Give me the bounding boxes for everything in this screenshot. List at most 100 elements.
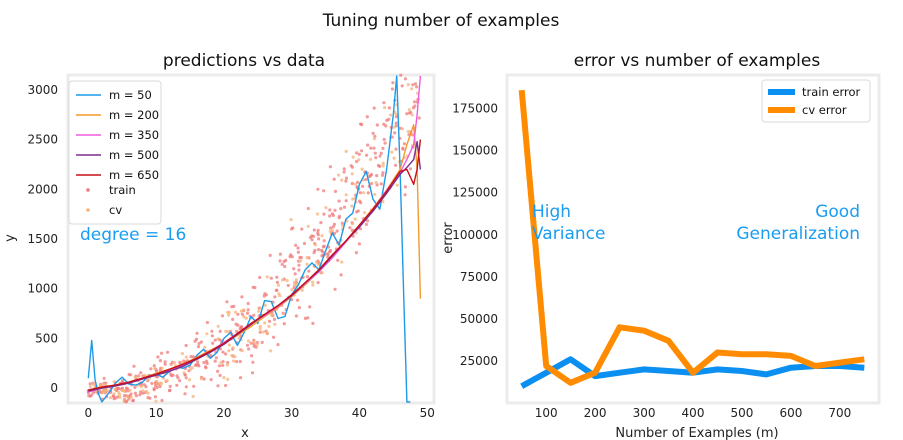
- train-point: [194, 337, 199, 341]
- train-point: [272, 335, 276, 339]
- train-point: [169, 372, 173, 376]
- cv-point: [180, 352, 184, 356]
- train-point: [375, 183, 379, 187]
- train-point: [294, 314, 298, 318]
- train-point: [175, 374, 179, 378]
- train-point: [268, 319, 272, 323]
- train-point: [250, 354, 254, 358]
- left-legend-label: m = 350: [109, 128, 159, 142]
- cv-point: [392, 156, 396, 160]
- train-point: [344, 199, 348, 203]
- train-point: [216, 369, 220, 373]
- cv-point: [381, 200, 385, 204]
- cv-point: [141, 389, 145, 393]
- cv-point: [373, 192, 377, 197]
- cv-point: [337, 173, 341, 177]
- cv-point: [400, 127, 405, 131]
- cv-point: [406, 83, 410, 87]
- train-point: [333, 208, 337, 212]
- train-point: [336, 258, 340, 262]
- cv-point: [258, 324, 262, 329]
- train-point: [319, 221, 323, 225]
- train-point: [313, 248, 317, 253]
- train-point: [197, 341, 201, 346]
- train-point: [383, 141, 387, 145]
- train-point: [403, 193, 407, 197]
- cv-point: [118, 395, 122, 399]
- train-point: [401, 146, 405, 150]
- train-point: [365, 219, 370, 223]
- train-point: [357, 152, 361, 156]
- cv-point: [240, 349, 244, 353]
- cv-point: [294, 278, 298, 282]
- train-point: [278, 259, 282, 263]
- cv-point: [311, 280, 315, 284]
- train-point: [411, 83, 415, 87]
- left-x-ticks: 0 10 20 30 40 50: [85, 406, 435, 420]
- cv-point: [292, 280, 297, 284]
- right-x-tick-label: 500: [730, 406, 753, 420]
- cv-point: [265, 331, 269, 335]
- train-point: [359, 122, 363, 126]
- train-point: [246, 301, 250, 306]
- train-point: [302, 241, 307, 246]
- train-point: [405, 112, 409, 116]
- train-point: [273, 295, 277, 299]
- left-y-axis-label: y: [3, 234, 18, 242]
- train-point: [348, 226, 352, 230]
- train-point: [139, 371, 143, 375]
- train-point: [342, 170, 346, 174]
- train-point: [306, 206, 310, 211]
- train-point: [246, 308, 250, 312]
- right-y-tick-label: 125000: [452, 186, 498, 200]
- cv-point: [289, 218, 293, 222]
- cv-point: [125, 395, 129, 399]
- left-x-tick-label: 50: [420, 406, 435, 420]
- left-legend-label: train: [109, 183, 136, 197]
- train-point: [183, 392, 187, 396]
- train-point: [415, 85, 419, 89]
- left-y-tick-label: 2000: [27, 182, 58, 196]
- train-point: [372, 146, 376, 150]
- train-point: [292, 267, 296, 271]
- train-point: [158, 384, 162, 389]
- cv-point: [389, 113, 393, 117]
- train-point: [410, 133, 414, 137]
- train-point: [116, 387, 120, 391]
- train-point: [224, 352, 228, 356]
- cv-point: [305, 262, 309, 266]
- right-x-tick-label: 700: [828, 406, 851, 420]
- train-point: [218, 373, 222, 377]
- cv-point: [117, 393, 122, 397]
- train-point: [160, 398, 164, 403]
- train-point: [297, 263, 301, 267]
- train-point: [372, 106, 376, 110]
- left-series-line-4: [88, 139, 422, 391]
- cv-point: [330, 228, 334, 232]
- left-x-tick-label: 40: [352, 406, 367, 420]
- right-series-line-1: [518, 89, 865, 386]
- right-x-tick-label: 100: [535, 406, 558, 420]
- cv-point: [242, 315, 246, 319]
- cv-point: [351, 155, 355, 159]
- train-point: [308, 305, 312, 309]
- train-point: [113, 396, 118, 400]
- train-point: [390, 87, 394, 91]
- cv-point: [227, 349, 231, 353]
- train-point: [332, 177, 336, 181]
- cv-point: [242, 308, 246, 312]
- train-point: [328, 165, 332, 169]
- right-chart-title: error vs number of examples: [574, 51, 821, 71]
- train-point: [333, 287, 337, 291]
- left-y-ticks: 0 500 1000 1500 2000 2500 3000: [27, 83, 58, 395]
- cv-point: [189, 367, 193, 371]
- cv-point: [156, 382, 160, 386]
- train-point: [218, 329, 222, 333]
- left-x-tick-label: 20: [216, 406, 231, 420]
- train-point: [131, 399, 135, 403]
- left-chart-title: predictions vs data: [163, 51, 325, 71]
- train-point: [369, 146, 373, 150]
- cv-point: [165, 378, 169, 383]
- train-point: [274, 288, 278, 292]
- cv-point: [350, 172, 354, 176]
